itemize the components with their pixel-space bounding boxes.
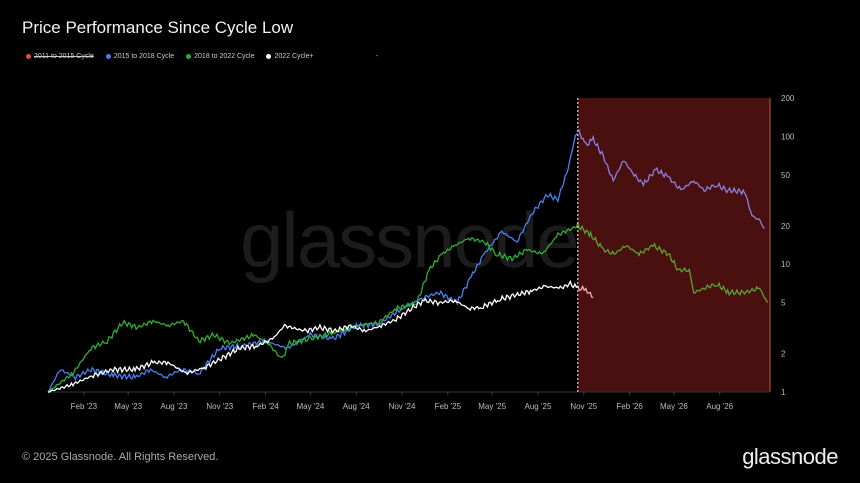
x-tick-label: May '25: [478, 402, 506, 411]
series-line-shaded-2: [577, 222, 769, 303]
legend-label: 2018 to 2022 Cycle: [194, 53, 255, 60]
x-tick-label: Aug '23: [161, 402, 188, 411]
brand-logo: glassnode: [742, 444, 838, 469]
x-tick-label: Nov '24: [389, 402, 416, 411]
legend-dot-icon: [266, 54, 272, 59]
copyright: © 2025 Glassnode. All Rights Reserved.: [22, 451, 219, 463]
series-line-shaded-1: [578, 129, 765, 230]
highlight-region: [577, 98, 770, 392]
chart-title: Price Performance Since Cycle Low: [22, 18, 294, 37]
legend-label: 2022 Cycle+: [274, 53, 314, 60]
y-tick-label: 20: [781, 222, 790, 231]
y-tick-label: 100: [781, 132, 795, 141]
legend-dot-icon: [26, 54, 31, 59]
series-line-2: [47, 222, 579, 393]
legend-item-2018-2022[interactable]: 2018 to 2022 Cycle: [186, 53, 254, 60]
x-tick-label: May '26: [660, 402, 688, 411]
x-tick-label: Feb '23: [71, 402, 98, 411]
x-tick-label: Aug '25: [525, 402, 552, 411]
x-tick-label: Nov '23: [206, 402, 233, 411]
legend-dot-icon: [186, 54, 192, 59]
x-tick-label: May '23: [114, 402, 142, 411]
series-line-1: [47, 133, 578, 393]
legend-item-2015-2018[interactable]: 2015 to 2018 Cycle: [105, 53, 175, 60]
x-tick-label: Feb '25: [435, 402, 462, 411]
y-tick-label: 10: [781, 260, 790, 269]
legend-label: 2015 to 2018 Cycle: [113, 53, 175, 60]
legend: 2011 to 2015 Cycle 2015 to 2018 Cycle 20…: [26, 53, 378, 60]
legend-label: -: [375, 53, 378, 60]
y-tick-label: 5: [781, 299, 786, 308]
series-line-shaded-3: [577, 284, 594, 299]
legend-item-dash[interactable]: -: [376, 53, 378, 60]
x-tick-label: Nov '25: [570, 402, 597, 411]
watermark: glassnode: [240, 196, 580, 284]
x-tick-label: Feb '24: [252, 402, 279, 411]
legend-dot-icon: [105, 54, 111, 59]
y-tick-label: 50: [781, 171, 790, 180]
x-tick-label: May '24: [297, 402, 325, 411]
x-tick-label: Aug '24: [343, 402, 370, 411]
legend-item-2011-2015[interactable]: 2011 to 2015 Cycle: [26, 53, 94, 60]
series-line-3: [47, 279, 579, 393]
legend-item-2022-plus[interactable]: 2022 Cycle+: [266, 53, 314, 60]
x-tick-label: Aug '26: [706, 402, 733, 411]
y-tick-label: 2: [781, 350, 786, 359]
y-tick-label: 1: [781, 388, 786, 397]
legend-label: 2011 to 2015 Cycle: [34, 53, 94, 60]
x-tick-label: Feb '26: [616, 402, 643, 411]
y-tick-label: 200: [781, 94, 795, 103]
